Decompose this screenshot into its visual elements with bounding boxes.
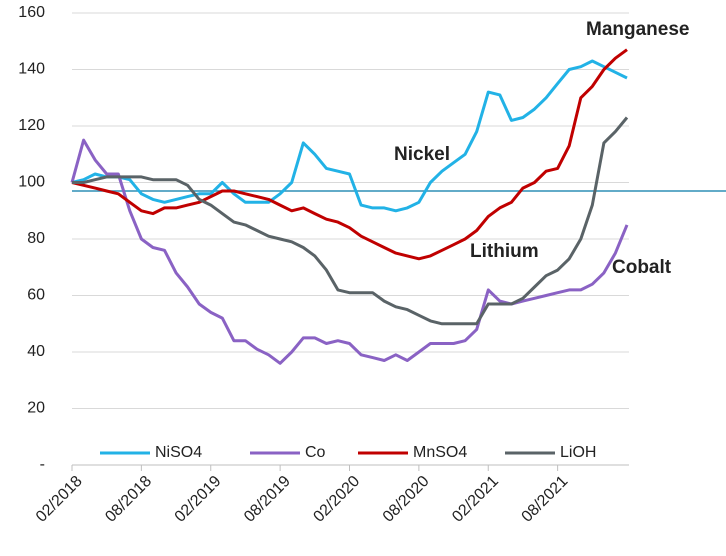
legend-label: Co bbox=[305, 444, 326, 461]
x-tick-label: 08/2018 bbox=[102, 473, 155, 526]
legend-label: MnSO4 bbox=[413, 444, 467, 461]
series-line bbox=[72, 116, 629, 326]
x-tick-label: 02/2020 bbox=[310, 473, 363, 526]
x-tick-label: 02/2019 bbox=[172, 473, 225, 526]
x-tick-label: 08/2019 bbox=[241, 473, 294, 526]
legend-label: NiSO4 bbox=[155, 444, 202, 461]
annotation: Nickel bbox=[394, 144, 450, 165]
y-tick-label: 60 bbox=[27, 287, 45, 304]
x-tick-label: 02/2018 bbox=[33, 473, 86, 526]
annotation: Manganese bbox=[586, 19, 689, 40]
legend-label: LiOH bbox=[560, 444, 596, 461]
y-tick-label: 80 bbox=[27, 230, 45, 247]
y-tick-label: 20 bbox=[27, 400, 45, 417]
series-line bbox=[71, 59, 628, 213]
x-tick-label: 02/2021 bbox=[449, 473, 502, 526]
y-tick-label: 100 bbox=[18, 174, 45, 191]
series-line bbox=[71, 48, 628, 261]
annotation: Cobalt bbox=[612, 257, 672, 278]
x-tick-label: 08/2020 bbox=[380, 473, 433, 526]
annotation: Lithium bbox=[470, 241, 539, 262]
series-line bbox=[70, 138, 629, 365]
x-tick-label: 08/2021 bbox=[519, 473, 572, 526]
y-tick-label: - bbox=[40, 456, 45, 473]
y-tick-label: 140 bbox=[18, 61, 45, 78]
y-tick-label: 40 bbox=[27, 343, 45, 360]
y-tick-label: 120 bbox=[18, 117, 45, 134]
y-tick-label: 160 bbox=[18, 4, 45, 21]
